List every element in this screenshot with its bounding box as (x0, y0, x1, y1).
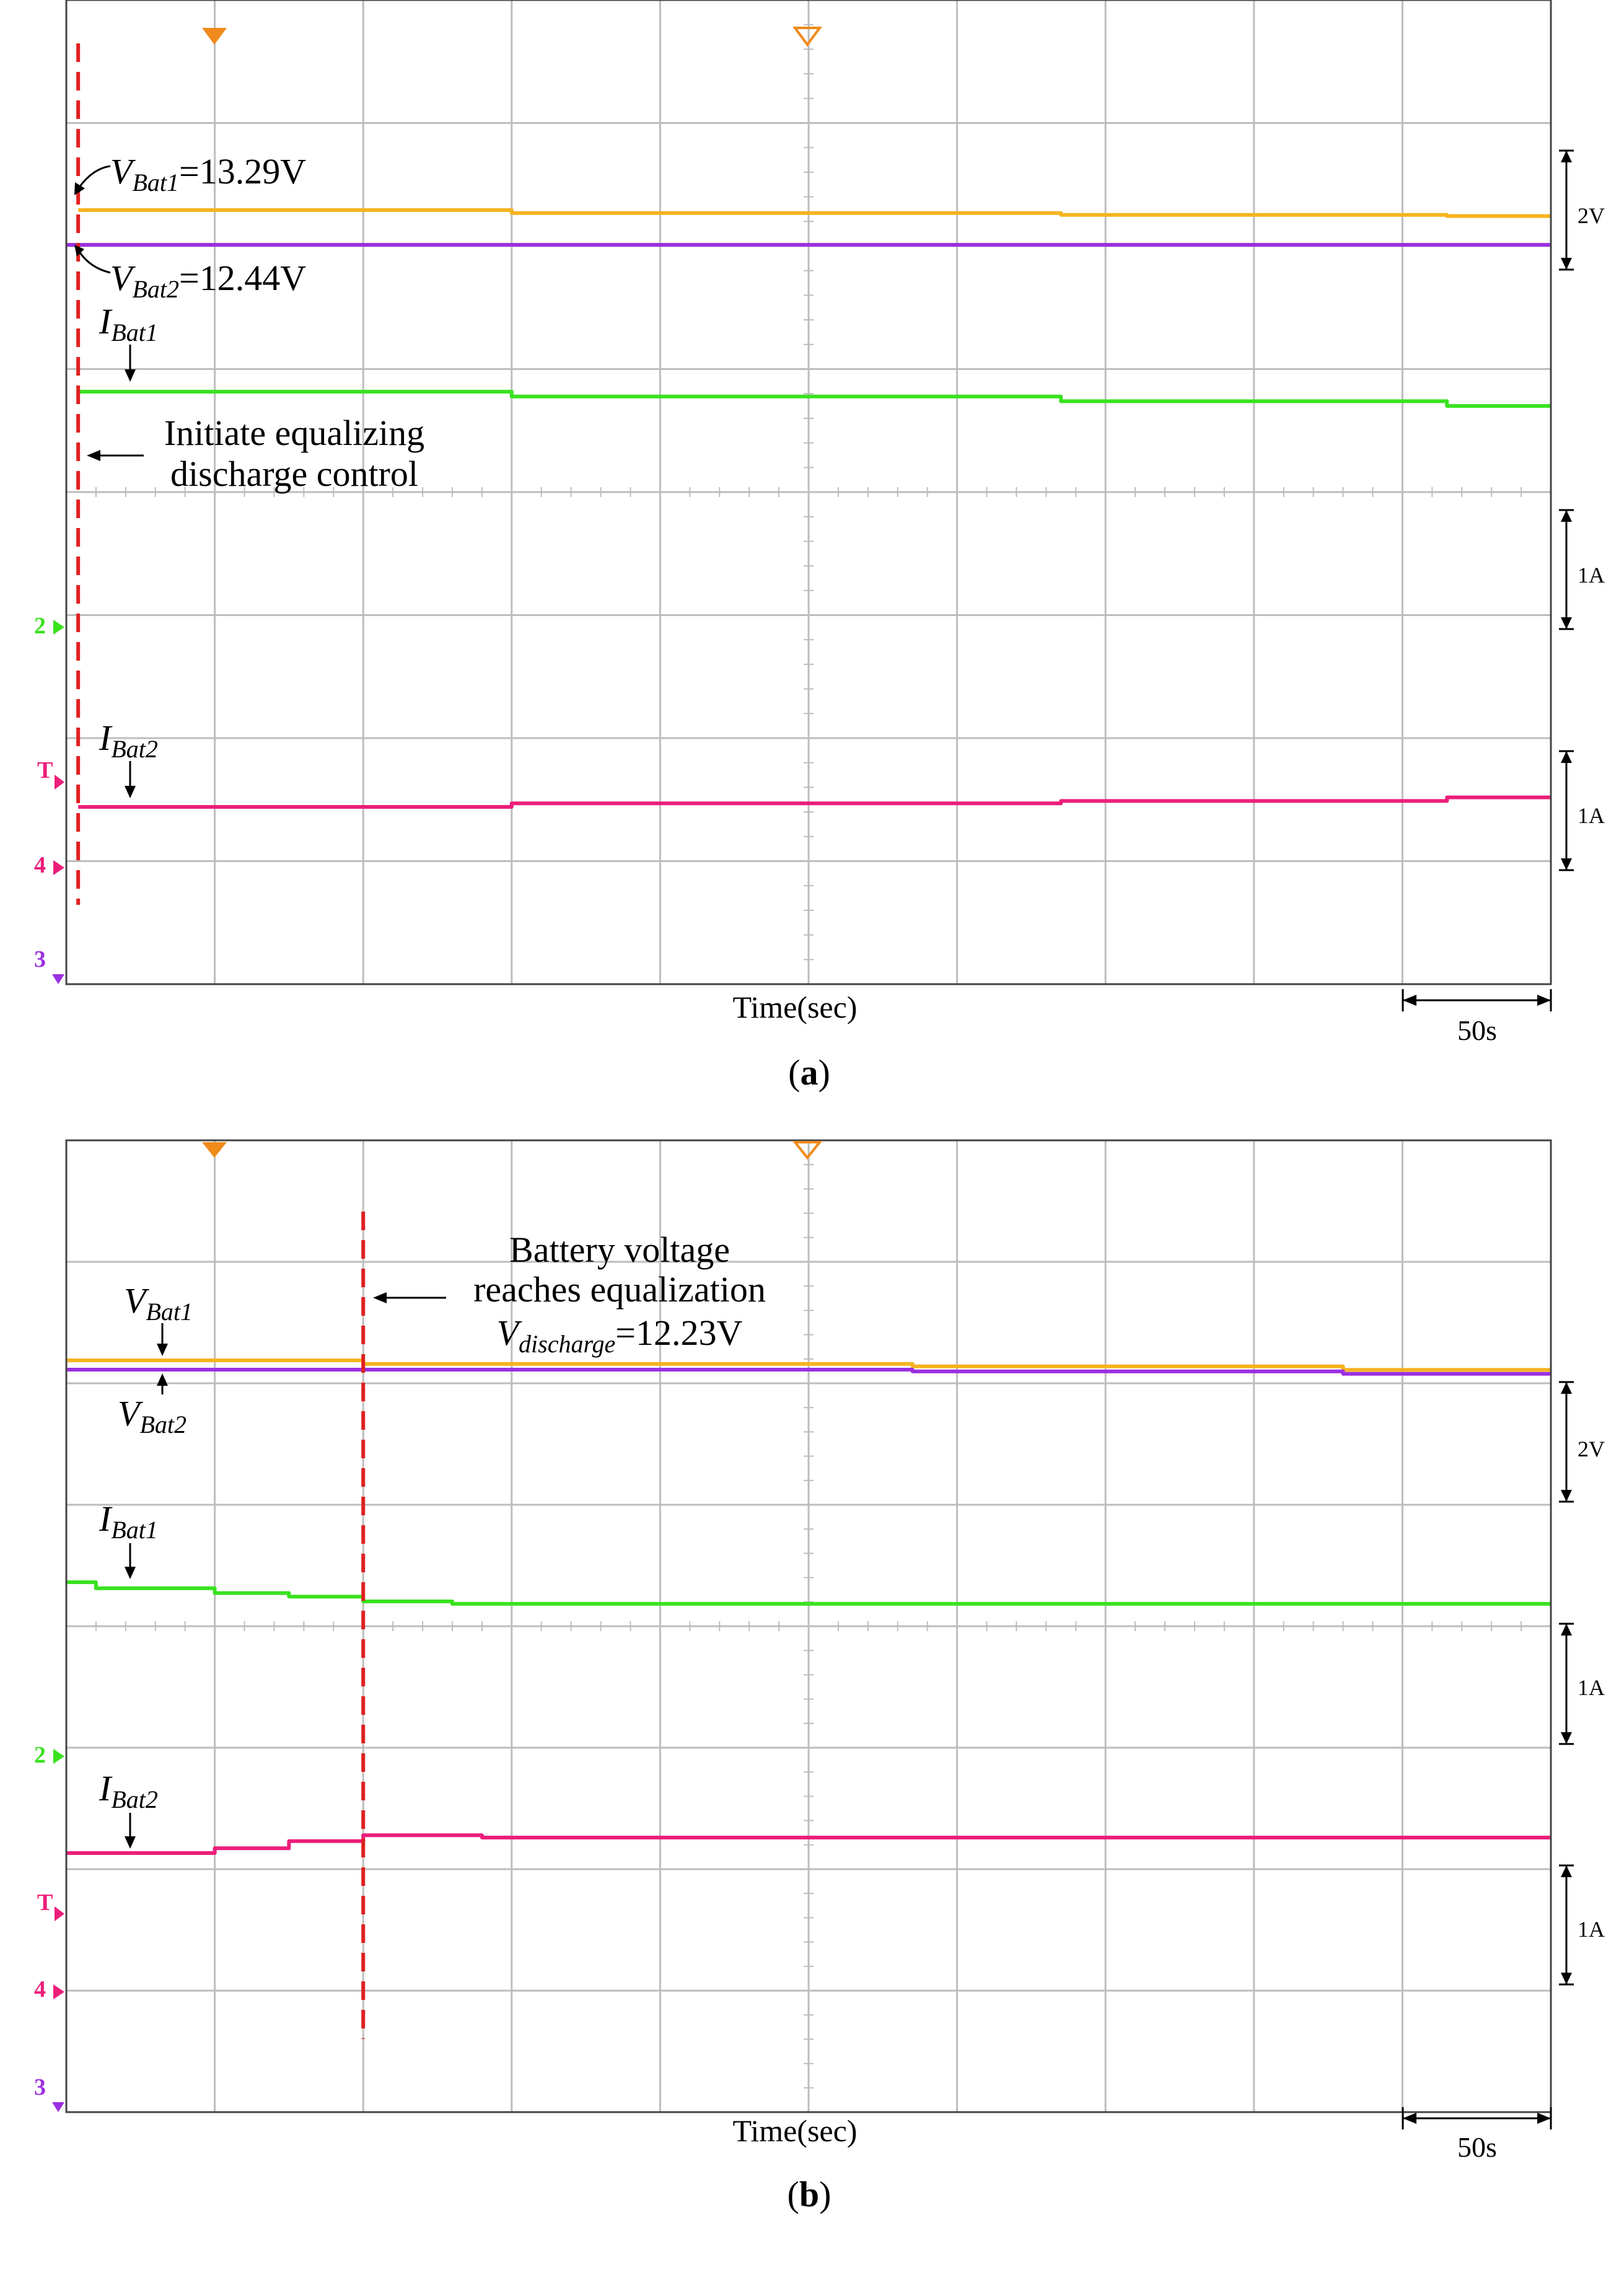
panel-b: 2 T 4 3 2V 1A 1A (34, 1139, 1605, 2214)
panel-a-marker-ch3-arrow (52, 974, 64, 984)
panel-a-time-scale-label: 50s (1457, 1015, 1497, 1046)
panel-a-marker-trigger: T (37, 757, 53, 783)
trace-ibat1 (78, 390, 1551, 408)
panel-a-marker-ch4-arrow (53, 860, 64, 875)
panel-b-ibat2-annotation: IBat2 (99, 1768, 158, 1849)
panel-a-scale-2v-label: 2V (1578, 203, 1605, 228)
panel-b-scale-1a-upper: 1A (1559, 1623, 1605, 1745)
panel-a-scale-1a-lower-label: 1A (1578, 803, 1605, 828)
panel-a-marker-trigger-arrow (55, 775, 64, 790)
panel-a-marker-ch2-arrow (53, 620, 64, 635)
panel-b-scale-1a-lower: 1A (1559, 1864, 1605, 1986)
svg-text:VBat1: VBat1 (124, 1280, 193, 1326)
panel-b-marker-trigger-arrow (55, 1906, 64, 1921)
panel-a-vbat2-annotation: VBat2=12.44V (74, 245, 306, 303)
panel-b-time-scale-label: 50s (1457, 2131, 1497, 2163)
panel-a-vbat1-annotation: VBat1=13.29V (74, 151, 306, 196)
panel-b-scale-2v: 2V (1559, 1381, 1605, 1503)
panel-b-marker-ch3: 3 (34, 2074, 46, 2100)
panel-a-marker-ch3: 3 (34, 946, 46, 972)
panel-a-trigger-marker-left (202, 28, 227, 45)
svg-text:Initiate equalizing: Initiate equalizing (164, 413, 424, 453)
panel-b-scale-1a-upper-label: 1A (1578, 1675, 1605, 1700)
panel-b-scale-2v-label: 2V (1578, 1437, 1605, 1461)
svg-text:IBat1: IBat1 (99, 1499, 158, 1544)
panel-b-marker-ch2: 2 (34, 1742, 46, 1768)
panel-a-event-annotation: Initiate equalizing discharge control (87, 413, 424, 494)
svg-text:Vdischarge=12.23V: Vdischarge=12.23V (497, 1313, 743, 1358)
svg-text:reaches equalization: reaches equalization (473, 1269, 766, 1310)
svg-text:VBat2: VBat2 (118, 1393, 187, 1438)
svg-text:IBat1: IBat1 (99, 301, 158, 346)
panel-a-ibat1-annotation: IBat1 (99, 301, 158, 382)
panel-b-trigger-marker-left (202, 1142, 227, 1158)
panel-b-marker-trigger: T (37, 1890, 53, 1916)
svg-text:discharge control: discharge control (170, 454, 418, 494)
panel-b-label: (b) (788, 2174, 832, 2214)
trace-ibat2 (78, 795, 1551, 809)
panel-b-trigger-marker-center (792, 1141, 823, 1160)
panel-a-frame (65, 0, 1552, 985)
trace-ibat1 (66, 1580, 1551, 1606)
svg-text:IBat2: IBat2 (99, 1768, 158, 1813)
svg-text:VBat1=13.29V: VBat1=13.29V (110, 151, 306, 196)
panel-a-marker-ch2: 2 (34, 613, 46, 639)
panel-b-ibat1-annotation: IBat1 (99, 1499, 158, 1579)
trace-vbat1 (78, 208, 1551, 218)
panel-a-time-scale: 50s (1402, 989, 1552, 1046)
trace-ibat2 (66, 1833, 1551, 1855)
panel-b-x-axis-label: Time(sec) (733, 2113, 858, 2148)
panel-a-marker-ch4: 4 (34, 852, 46, 878)
panel-a-scale-1a-lower: 1A (1559, 750, 1605, 871)
panel-b-event-annotation: Battery voltage reaches equalization Vdi… (373, 1230, 766, 1358)
panel-b-scale-1a-lower-label: 1A (1578, 1917, 1605, 1942)
panel-b-marker-ch3-arrow (52, 2102, 64, 2112)
panel-a-ibat2-annotation: IBat2 (99, 718, 158, 798)
panel-a-scale-2v: 2V (1559, 149, 1605, 271)
panel-a-scale-1a-upper: 1A (1559, 509, 1605, 630)
panel-b-marker-ch2-arrow (53, 1749, 64, 1764)
panel-b-marker-ch4-arrow (53, 1984, 64, 1999)
panel-b-grid (66, 1140, 1551, 2112)
panel-b-frame (65, 1139, 1552, 2113)
svg-text:Battery voltage: Battery voltage (509, 1230, 730, 1270)
panel-b-time-scale: 50s (1402, 2107, 1552, 2163)
panel-a-label: (a) (788, 1052, 830, 1093)
panel-a-scale-1a-upper-label: 1A (1578, 563, 1605, 588)
panel-a-trigger-marker-center (792, 27, 822, 47)
panel-a-traces (66, 208, 1551, 809)
panel-b-vbat1-annotation: VBat1 (124, 1280, 193, 1356)
panel-a-x-axis-label: Time(sec) (733, 990, 858, 1024)
panel-a: 2 T 4 3 2V 1A (34, 0, 1605, 1093)
panel-b-marker-ch4: 4 (34, 1976, 46, 2002)
svg-text:VBat2=12.44V: VBat2=12.44V (110, 258, 306, 303)
panel-b-vbat2-annotation: VBat2 (118, 1373, 187, 1438)
svg-text:IBat2: IBat2 (99, 718, 158, 763)
